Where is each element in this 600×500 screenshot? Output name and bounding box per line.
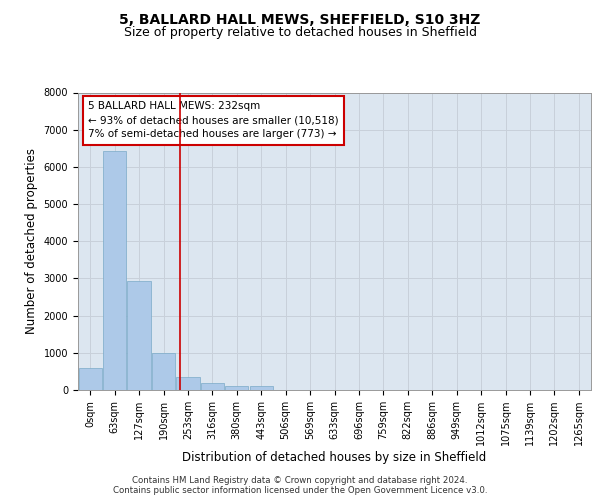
Bar bbox=[250, 386, 273, 390]
Bar bbox=[225, 386, 248, 390]
Bar bbox=[176, 376, 200, 390]
Bar bbox=[103, 151, 126, 390]
Bar bbox=[127, 282, 151, 390]
Text: Size of property relative to detached houses in Sheffield: Size of property relative to detached ho… bbox=[124, 26, 476, 39]
Bar bbox=[79, 368, 102, 390]
Text: 5, BALLARD HALL MEWS, SHEFFIELD, S10 3HZ: 5, BALLARD HALL MEWS, SHEFFIELD, S10 3HZ bbox=[119, 12, 481, 26]
X-axis label: Distribution of detached houses by size in Sheffield: Distribution of detached houses by size … bbox=[182, 451, 487, 464]
Y-axis label: Number of detached properties: Number of detached properties bbox=[25, 148, 38, 334]
Text: 5 BALLARD HALL MEWS: 232sqm
← 93% of detached houses are smaller (10,518)
7% of : 5 BALLARD HALL MEWS: 232sqm ← 93% of det… bbox=[88, 102, 339, 140]
Bar bbox=[201, 384, 224, 390]
Bar bbox=[152, 353, 175, 390]
Text: Contains HM Land Registry data © Crown copyright and database right 2024.
Contai: Contains HM Land Registry data © Crown c… bbox=[113, 476, 487, 495]
